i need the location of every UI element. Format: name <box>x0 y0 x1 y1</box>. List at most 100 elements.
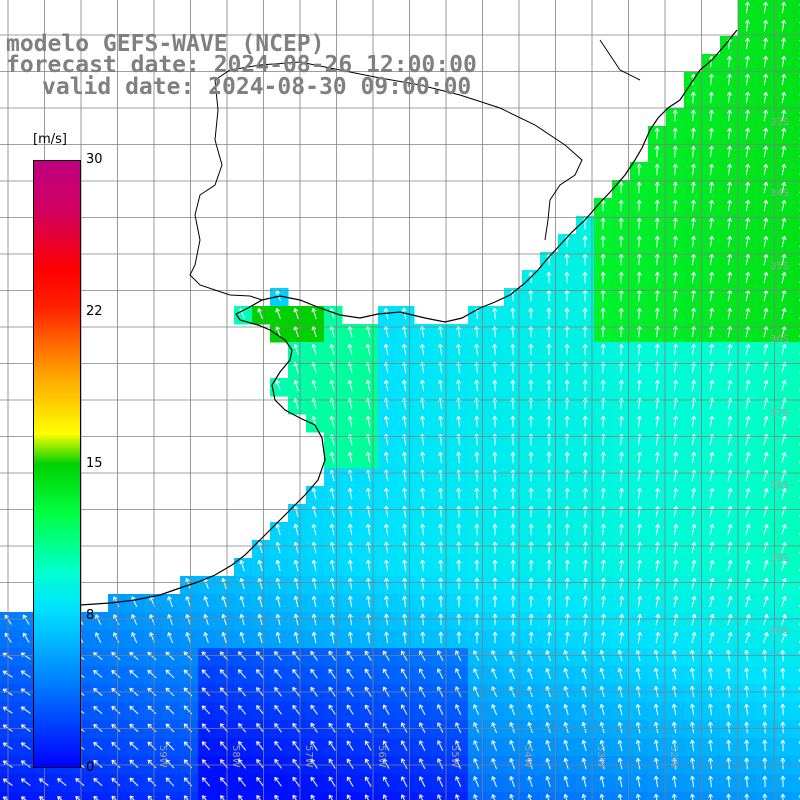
wind-speed-cell <box>792 738 800 757</box>
wind-arrow <box>22 614 30 625</box>
wind-arrow <box>474 487 480 500</box>
wind-arrow <box>365 541 371 554</box>
wind-speed-cell <box>162 792 181 800</box>
wind-speed-cell <box>18 792 37 800</box>
wind-arrow <box>492 505 498 518</box>
wind-arrow <box>382 668 390 679</box>
wind-speed-cell <box>792 702 800 721</box>
wind-arrow <box>745 109 751 122</box>
wind-arrow <box>400 722 408 733</box>
wind-arrow <box>257 595 263 608</box>
wind-arrow <box>365 415 371 428</box>
wind-arrow <box>400 668 408 679</box>
wind-arrow <box>474 343 480 356</box>
wind-arrow <box>619 523 624 536</box>
wind-arrow <box>474 379 480 392</box>
wind-arrow <box>365 343 371 356</box>
wind-arrow <box>455 758 462 770</box>
wind-arrow <box>655 451 661 464</box>
wind-arrow <box>600 235 606 248</box>
wind-arrow <box>293 541 299 554</box>
wind-arrow <box>382 722 390 733</box>
wind-arrow <box>582 307 588 320</box>
wind-arrow <box>727 541 733 554</box>
wind-arrow <box>617 667 623 680</box>
wind-arrow <box>311 379 317 392</box>
wind-arrow <box>600 541 606 554</box>
wind-arrow <box>528 379 534 392</box>
wind-arrow <box>672 217 678 230</box>
wind-arrow <box>328 776 336 787</box>
wind-arrow <box>346 740 354 751</box>
wind-arrow <box>329 451 335 464</box>
wind-arrow <box>510 595 516 608</box>
wind-speed-cell <box>792 666 800 685</box>
wind-arrow <box>654 343 660 356</box>
wind-arrow <box>781 578 787 590</box>
wind-arrow <box>384 631 390 644</box>
wind-arrow <box>690 127 696 140</box>
wind-arrow <box>275 595 281 608</box>
wind-arrow <box>492 577 498 590</box>
wind-arrow <box>346 722 354 733</box>
wind-arrow <box>456 613 462 626</box>
wind-arrow <box>438 487 444 500</box>
wind-arrow <box>545 739 551 752</box>
wind-arrow <box>708 127 714 140</box>
wind-arrow <box>419 704 426 715</box>
wind-arrow <box>237 669 247 679</box>
wind-arrow <box>618 487 624 500</box>
wind-arrow <box>708 145 714 158</box>
wind-arrow <box>364 668 372 679</box>
wind-arrow <box>744 757 750 770</box>
wind-arrow <box>689 757 695 770</box>
wind-arrow <box>727 217 733 230</box>
wind-arrow <box>219 741 229 751</box>
wind-arrow <box>635 757 641 770</box>
wind-arrow <box>781 596 787 608</box>
wind-arrow <box>708 703 713 716</box>
wind-arrow <box>364 722 372 733</box>
wind-speed-cell <box>36 792 55 800</box>
wind-arrow <box>727 613 733 626</box>
wind-arrow <box>709 559 715 572</box>
wind-arrow <box>185 614 191 626</box>
wind-arrow <box>147 723 157 733</box>
wind-arrow <box>546 541 552 554</box>
wind-arrow <box>781 379 787 392</box>
wind-arrow <box>691 487 697 500</box>
wind-arrow <box>456 577 462 590</box>
wind-arrow <box>672 181 678 194</box>
wind-arrow <box>690 181 696 194</box>
wind-arrow <box>420 595 426 608</box>
wind-arrow <box>564 307 570 320</box>
wind-arrow <box>456 595 462 608</box>
wind-arrow <box>745 451 751 464</box>
wind-speed-cell <box>792 252 800 271</box>
wind-arrow <box>438 631 444 644</box>
wind-arrow <box>763 271 769 284</box>
wind-arrow <box>564 271 570 284</box>
wind-arrow <box>618 271 624 284</box>
wind-arrow <box>653 721 659 734</box>
wind-arrow <box>328 722 336 733</box>
wind-arrow <box>727 487 733 500</box>
wind-arrow <box>781 217 787 230</box>
wind-arrow <box>582 415 588 428</box>
wind-arrow <box>95 614 102 625</box>
wind-arrow <box>781 109 787 122</box>
wind-arrow <box>673 613 679 626</box>
wind-arrow <box>673 631 679 644</box>
wind-arrow <box>546 307 552 320</box>
wind-arrow <box>474 505 480 518</box>
wind-arrow <box>365 451 371 464</box>
wind-arrow <box>275 523 281 536</box>
wind-speed-cell <box>360 792 379 800</box>
wind-arrow <box>492 559 498 572</box>
wind-arrow <box>709 199 714 212</box>
wind-arrow <box>474 595 480 608</box>
wind-speed-cell <box>792 612 800 631</box>
colorbar-tick: 0 <box>86 760 95 775</box>
longitude-label: 57W <box>303 745 314 768</box>
